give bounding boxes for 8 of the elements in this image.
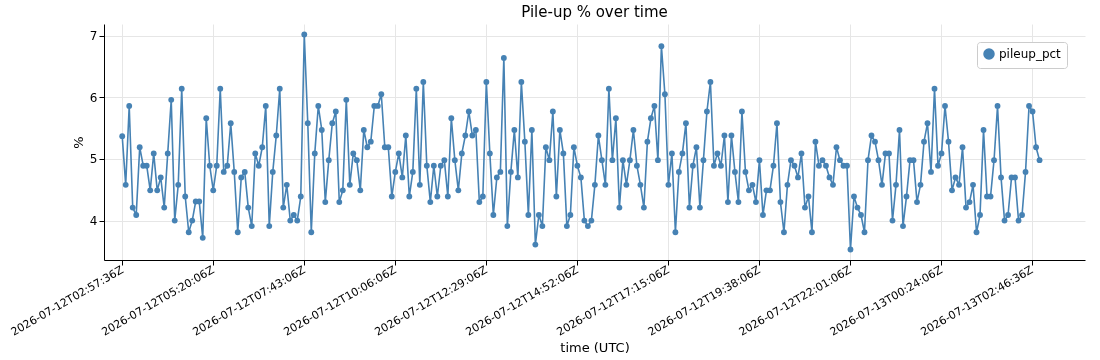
chart-title: Pile-up % over time	[521, 3, 668, 21]
x-axis-title: time (UTC)	[560, 339, 630, 355]
y-tick-label: 5	[89, 152, 98, 167]
y-tick-label: 4	[89, 214, 98, 229]
y-tick-label: 6	[89, 90, 98, 105]
y-axis-title: %	[70, 136, 86, 149]
legend-label: pileup_pct	[999, 47, 1062, 61]
y-tick-label: 7	[89, 29, 98, 44]
